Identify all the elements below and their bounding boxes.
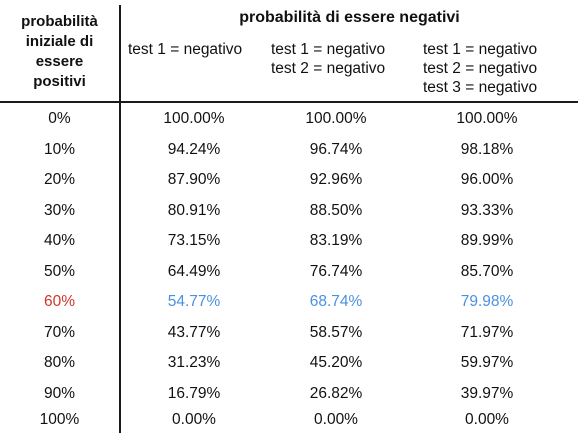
table-row: 70% 43.77% 58.57% 71.97% [0, 318, 578, 348]
value-cell-test3: 59.97% [460, 354, 514, 371]
prior-cell: 100% [39, 411, 80, 428]
prior-cell: 70% [43, 323, 76, 341]
table-row: 80% 31.23% 45.20% 59.97% [0, 348, 578, 378]
column-header-line: test 2 = negativo [423, 60, 538, 77]
value-cell-test3: 0.00% [465, 411, 509, 428]
value-cell-test1: 94.24% [167, 140, 221, 158]
prior-header-line: iniziale di [25, 33, 94, 50]
value-cell-test2-highlighted: 68.74% [309, 293, 363, 310]
value-cell-test2: 58.57% [309, 323, 363, 341]
prior-cell: 50% [43, 262, 76, 280]
table-row: 0% 100.00% 100.00% 100.00% [0, 104, 578, 134]
prior-cell: 80% [43, 354, 76, 371]
prior-header-line: essere [35, 53, 84, 70]
column-header-test2: test 1 = negativo test 2 = negativo [271, 40, 385, 78]
column-header-test1: test 1 = negativo [128, 40, 242, 59]
prior-cell: 90% [43, 384, 76, 402]
value-cell-test3: 39.97% [460, 384, 514, 402]
table-row: 50% 64.49% 76.74% 85.70% [0, 257, 578, 287]
value-cell-test2: 100.00% [305, 110, 367, 127]
table-row: 10% 94.24% 96.74% 98.18% [0, 135, 578, 165]
value-cell-test1: 87.90% [167, 171, 221, 188]
value-cell-test2: 83.19% [309, 232, 363, 249]
column-header-line: test 3 = negativo [423, 79, 538, 96]
table-row: 20% 87.90% 92.96% 96.00% [0, 165, 578, 195]
prior-header-line: probabilità [21, 13, 98, 30]
column-header-line: test 1 = negativo [271, 41, 386, 58]
value-cell-test2: 76.74% [309, 262, 363, 280]
value-cell-test3-highlighted: 79.98% [460, 293, 514, 310]
value-cell-test3: 98.18% [460, 140, 514, 158]
column-header-line: test 2 = negativo [271, 60, 386, 77]
value-cell-test1-highlighted: 54.77% [167, 293, 221, 310]
prior-cell: 40% [43, 232, 76, 249]
table-row: 30% 80.91% 88.50% 93.33% [0, 196, 578, 226]
value-cell-test3: 96.00% [460, 171, 514, 188]
value-cell-test2: 26.82% [309, 384, 363, 402]
value-cell-test3: 93.33% [460, 201, 514, 219]
value-cell-test2: 92.96% [309, 171, 363, 188]
prior-cell: 0% [48, 110, 71, 127]
value-cell-test1: 80.91% [167, 201, 221, 219]
vertical-divider [119, 5, 121, 433]
column-header-test3: test 1 = negativo test 2 = negativo test… [423, 40, 537, 97]
value-cell-test1: 31.23% [167, 354, 221, 371]
table-row: 100% 0.00% 0.00% 0.00% [0, 405, 578, 435]
value-cell-test3: 89.99% [460, 232, 514, 249]
prior-cell: 20% [43, 171, 76, 188]
table-row: 40% 73.15% 83.19% 89.99% [0, 226, 578, 256]
value-cell-test3: 71.97% [460, 323, 514, 341]
value-cell-test1: 43.77% [167, 323, 221, 341]
group-header: probabilità di essere negativi [239, 9, 460, 26]
value-cell-test1: 0.00% [172, 411, 216, 428]
prior-cell: 30% [43, 201, 76, 219]
value-cell-test1: 64.49% [167, 262, 221, 280]
value-cell-test2: 96.74% [309, 140, 363, 158]
table-row-highlighted: 60% 54.77% 68.74% 79.98% [0, 287, 578, 317]
table-row: 90% 16.79% 26.82% 39.97% [0, 379, 578, 409]
header-divider [0, 101, 578, 103]
prior-column-header: probabilità iniziale di essere positivi [0, 12, 119, 92]
prior-cell: 10% [43, 140, 76, 158]
column-header-line: test 1 = negativo [128, 41, 243, 58]
value-cell-test2: 88.50% [309, 201, 363, 219]
value-cell-test3: 85.70% [460, 262, 514, 280]
value-cell-test1: 16.79% [167, 384, 221, 402]
value-cell-test1: 73.15% [167, 232, 221, 249]
column-header-line: test 1 = negativo [423, 41, 538, 58]
value-cell-test2: 45.20% [309, 354, 363, 371]
value-cell-test3: 100.00% [456, 110, 518, 127]
value-cell-test2: 0.00% [314, 411, 358, 428]
prior-header-line: positivi [33, 73, 86, 90]
prior-cell-highlighted: 60% [43, 293, 76, 310]
value-cell-test1: 100.00% [163, 110, 225, 127]
